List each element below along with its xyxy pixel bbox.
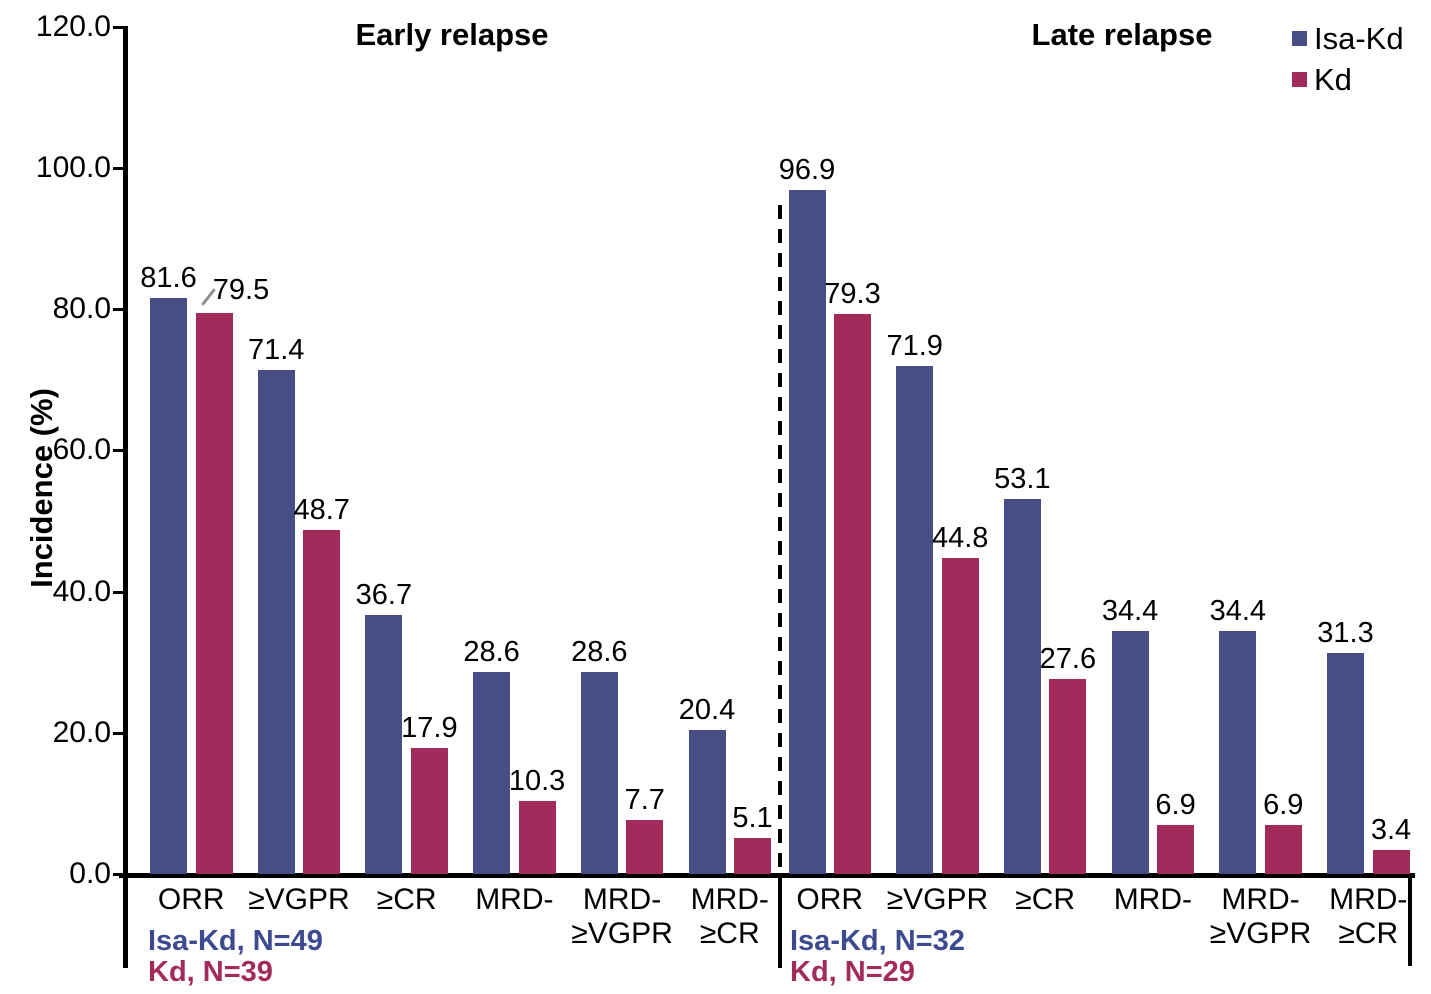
legend-item-kd: Kd (1292, 59, 1404, 100)
bar-kd (1264, 825, 1302, 874)
y-tick (113, 449, 124, 453)
bar-kd (1049, 679, 1087, 874)
bar-kd (518, 801, 556, 874)
n-label-early-kd: Kd, N=39 (148, 956, 273, 988)
legend: Isa-Kd Kd (1292, 18, 1404, 100)
y-tick-label: 20.0 (52, 715, 111, 749)
value-label: 28.6 (571, 636, 628, 669)
y-tick-label: 80.0 (52, 292, 111, 326)
bar-kd (626, 819, 664, 874)
bar-isa-kd (473, 672, 511, 874)
bar-kd (1372, 849, 1410, 874)
right-border-below-axis-line (1408, 878, 1412, 966)
bar-kd (941, 557, 979, 874)
y-tick (113, 167, 124, 170)
value-label: 34.4 (1101, 595, 1159, 628)
category-label: ≥CR (1015, 883, 1076, 916)
category-label: ORR (796, 883, 864, 916)
bar-kd (303, 530, 341, 874)
category-label: ≥CR (376, 883, 437, 916)
n-label-late-kd: Kd, N=29 (790, 956, 915, 988)
category-label: MRD- (582, 883, 662, 916)
bar-isa-kd (580, 672, 618, 874)
panel-divider-dashed-line (778, 205, 782, 873)
kd-swatch-icon (1292, 72, 1307, 87)
bar-kd (1157, 825, 1195, 874)
x-axis-line (119, 873, 1415, 878)
panel-title-early-relapse: Early relapse (355, 17, 549, 52)
category-label: MRD- (1329, 883, 1408, 916)
legend-item-isa-kd: Isa-Kd (1292, 18, 1404, 59)
n-label-late-isa-kd: Isa-Kd, N=32 (790, 925, 965, 957)
value-label: 20.4 (678, 693, 736, 726)
y-tick (113, 873, 124, 876)
y-tick-label: 120.0 (35, 9, 111, 43)
value-label: 5.1 (732, 801, 773, 834)
y-tick-label: 0.0 (69, 857, 111, 890)
y-tick-label: 40.0 (52, 574, 111, 608)
divider-below-axis-line (778, 878, 782, 968)
bar-isa-kd (1219, 631, 1257, 874)
value-label: 34.4 (1209, 595, 1267, 628)
value-label: 6.9 (1263, 789, 1304, 822)
value-label: 6.9 (1155, 789, 1196, 822)
value-label: 71.9 (886, 330, 943, 363)
y-tick-label: 60.0 (52, 433, 111, 467)
value-label: 96.9 (778, 153, 836, 186)
y-tick (113, 308, 124, 312)
category-label: ≥VGPR (1209, 917, 1312, 950)
isa-kd-swatch-icon (1292, 31, 1307, 46)
value-label: 17.9 (401, 711, 458, 744)
y-tick-label: 100.0 (35, 151, 111, 184)
bar-isa-kd (788, 189, 826, 874)
value-label: 28.6 (463, 636, 520, 669)
value-label: 31.3 (1317, 617, 1374, 650)
category-label: MRD- (1221, 883, 1300, 916)
category-label: ≥CR (1338, 917, 1399, 950)
bar-isa-kd (1003, 499, 1041, 874)
value-label: 79.5 (212, 273, 270, 306)
legend-label: Isa-Kd (1314, 21, 1404, 56)
category-label: MRD- (1113, 883, 1192, 916)
bar-isa-kd (257, 369, 295, 874)
legend-label: Kd (1314, 62, 1352, 97)
value-label: 81.6 (140, 261, 197, 294)
value-label: 3.4 (1370, 813, 1412, 846)
y-tick (113, 25, 124, 29)
category-label: ≥VGPR (886, 883, 989, 916)
category-label: ≥VGPR (571, 917, 673, 950)
category-label: MRD- (475, 883, 554, 916)
bar-kd (734, 837, 771, 874)
category-label: MRD- (690, 883, 769, 916)
category-label: ≥VGPR (248, 883, 350, 916)
panel-title-late-relapse: Late relapse (1031, 17, 1213, 52)
value-label: 27.6 (1039, 643, 1097, 676)
value-label: 36.7 (355, 578, 413, 611)
bar-isa-kd (688, 729, 726, 874)
bar-isa-kd (896, 366, 934, 874)
bar-isa-kd (365, 614, 403, 874)
value-label: 44.8 (931, 521, 989, 554)
value-label: 71.4 (247, 333, 305, 366)
value-label: 7.7 (624, 783, 665, 816)
bar-isa-kd (1111, 631, 1149, 874)
y-tick (113, 590, 124, 594)
value-label: 53.1 (994, 463, 1051, 496)
y-axis-line (123, 26, 128, 968)
bar-kd (834, 314, 871, 874)
bar-isa-kd (1327, 653, 1364, 874)
value-label: 10.3 (508, 765, 566, 798)
n-label-early-isa-kd: Isa-Kd, N=49 (148, 925, 323, 957)
category-label: ORR (157, 883, 225, 916)
bar-kd (195, 312, 233, 874)
category-label: ≥CR (699, 917, 760, 950)
bar-kd (410, 747, 448, 874)
value-label: 48.7 (293, 494, 350, 527)
value-label: 79.3 (824, 278, 881, 311)
y-tick (113, 731, 124, 735)
bar-isa-kd (150, 297, 187, 874)
